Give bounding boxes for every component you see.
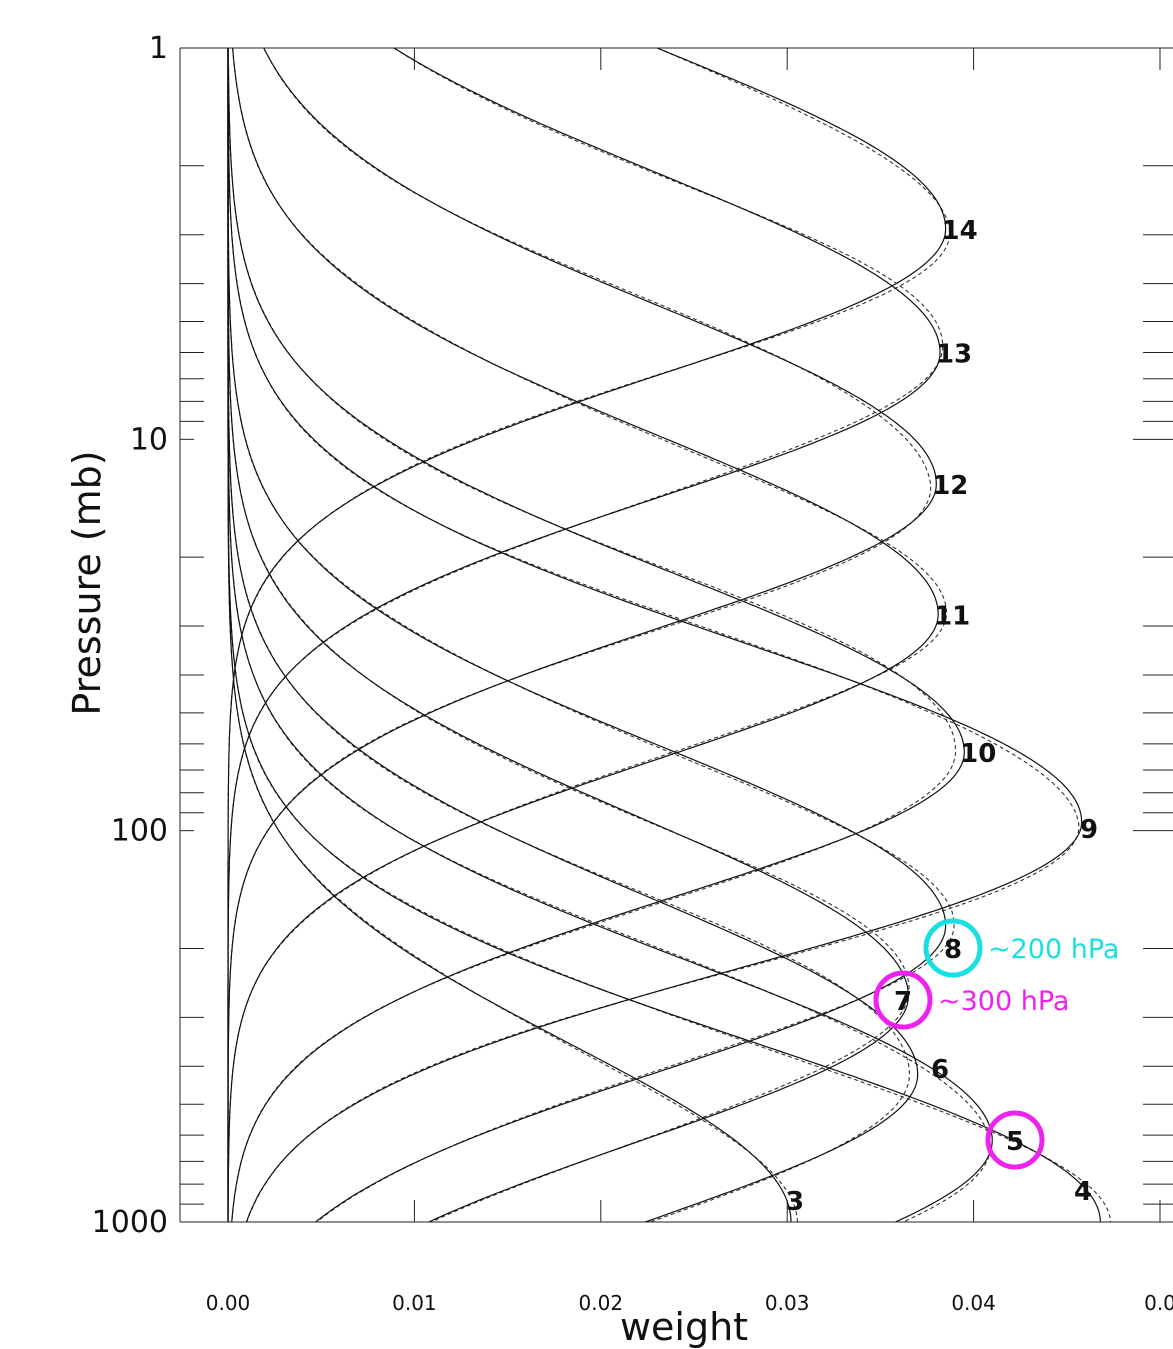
x-tick-label: 0.04 [951, 1291, 996, 1315]
series-10-line [227, 48, 965, 1223]
y-axis-title: Pressure (mb) [65, 450, 109, 715]
annotation-circle-8 [923, 918, 983, 978]
annotation-text-8: ~200 hPa [988, 934, 1119, 965]
y-tick-label: 100 [111, 814, 168, 849]
curve-label-3: 3 [786, 1187, 804, 1217]
x-tick-label: 0.02 [579, 1291, 624, 1315]
curve-label-6: 6 [931, 1055, 949, 1085]
annotation-text-7: ~300 hPa [938, 986, 1069, 1017]
x-tick-label: 0.03 [765, 1291, 810, 1315]
curve-label-8: 8 [944, 935, 962, 965]
curve-label-9: 9 [1080, 815, 1098, 845]
x-tick-label: 0.01 [392, 1291, 437, 1315]
curve-label-10: 10 [960, 739, 996, 769]
series-3-line [227, 48, 792, 1222]
series-9-dashed-line [227, 48, 1080, 1223]
annotations-group: ~200 hPa ~300 hPa [873, 918, 1119, 1170]
y-tick-label: 1 [149, 31, 168, 66]
x-tick-label: 0.00 [206, 1291, 251, 1315]
curve-label-5: 5 [1006, 1127, 1024, 1157]
series-11-line [227, 47, 939, 1222]
curve-label-11: 11 [934, 601, 970, 631]
curve-label-12: 12 [932, 471, 968, 501]
annotation-circle-5 [985, 1110, 1045, 1170]
curve-label-7: 7 [894, 987, 912, 1017]
x-axis-title: weight [620, 1305, 748, 1349]
series-4-dashed-line [227, 48, 1112, 1223]
series-3-dashed-line [227, 48, 799, 1223]
y-tick-label: 10 [130, 422, 168, 457]
annotation-circle-7 [873, 970, 933, 1030]
series-9-line [227, 48, 1083, 1223]
y-tick-label: 1000 [92, 1205, 168, 1240]
x-tick-label: 0.0 [1144, 1291, 1173, 1315]
minor-ticks [180, 165, 1173, 1205]
curve-labels: 14 13 12 11 10 9 8 7 6 5 4 3 [786, 216, 1098, 1217]
curve-label-13: 13 [936, 340, 972, 370]
curve-label-4: 4 [1074, 1177, 1092, 1207]
axes-group: 1 10 100 1000 0.00 0.01 0.02 0.03 0.04 0.0 [92, 31, 1173, 1315]
series-11-dashed-line [227, 47, 948, 1222]
curve-label-14: 14 [942, 216, 978, 246]
series-12-line [227, 47, 937, 1222]
